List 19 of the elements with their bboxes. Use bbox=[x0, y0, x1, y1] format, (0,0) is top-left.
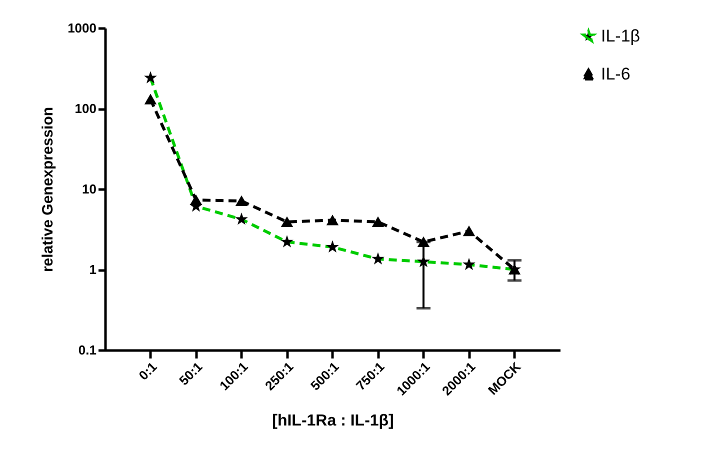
x-axis-title: [hIL-1Ra : IL-1β] bbox=[272, 412, 394, 430]
y-tick-label: 0.1 bbox=[78, 342, 96, 358]
legend-label: IL-1β bbox=[601, 26, 640, 46]
y-tick-label: 1000 bbox=[68, 20, 96, 36]
point bbox=[463, 226, 475, 236]
point bbox=[372, 216, 384, 227]
point bbox=[281, 216, 293, 227]
point bbox=[190, 194, 202, 206]
x-tick-label: 0:1 bbox=[136, 359, 160, 383]
point bbox=[418, 236, 430, 247]
legend-label: IL-6 bbox=[601, 64, 630, 84]
point bbox=[144, 94, 156, 104]
y-tick-label: 100 bbox=[74, 101, 96, 116]
y-tick-label: 1 bbox=[89, 262, 96, 277]
point bbox=[236, 196, 248, 206]
y-axis-title: relative Genexpression bbox=[40, 106, 57, 272]
x-tick-label: 50:1 bbox=[176, 359, 206, 388]
y-tick-label: 10 bbox=[82, 182, 96, 196]
point bbox=[326, 215, 338, 226]
